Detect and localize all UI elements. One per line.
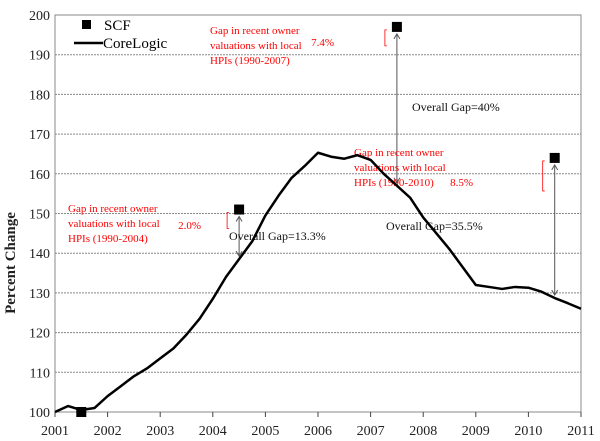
x-tick-label: 2003 <box>146 424 174 439</box>
local-gap-label: Gap in recent owner <box>210 25 300 37</box>
annotations: Gap in recent owner valuations with local… <box>68 25 559 297</box>
local-gap-percent: 8.5% <box>450 177 473 189</box>
series <box>54 21 582 417</box>
x-axis-ticks: 2001 2002 2003 2004 2005 2006 2007 2008 2009 2010… <box>41 412 595 439</box>
legend-scf-marker <box>82 20 91 29</box>
x-tick-label: 2006 <box>304 424 332 439</box>
legend: SCF CoreLogic <box>74 18 167 52</box>
local-gap-label: valuations with local <box>68 218 160 230</box>
local-gap-percent: 2.0% <box>178 220 201 232</box>
local-gap-label: Gap in recent owner <box>354 147 444 159</box>
local-gap-label: valuations with local <box>354 162 446 174</box>
local-gap-percent: 7.4% <box>311 37 334 49</box>
y-axis-label: Percent Change <box>3 212 19 314</box>
local-gap-label: HPIs (1990-2004) <box>68 233 148 245</box>
overall-gap-label: Overall Gap=35.5% <box>386 219 483 233</box>
legend-scf-label: SCF <box>104 18 131 34</box>
arrowhead <box>235 215 243 258</box>
scf-marker <box>76 407 87 417</box>
x-tick-label: 2009 <box>462 424 490 439</box>
x-tick-label: 2011 <box>567 424 594 439</box>
corelogic-line <box>54 151 582 414</box>
y-tick-label: 130 <box>29 287 50 302</box>
x-tick-label: 2005 <box>251 424 279 439</box>
local-gap-bracket <box>384 29 387 47</box>
y-tick-label: 140 <box>29 247 50 262</box>
y-tick-label: 110 <box>30 366 50 381</box>
arrowhead <box>551 163 559 297</box>
local-gap-bracket <box>542 160 545 192</box>
local-gap-label: valuations with local <box>210 40 302 52</box>
scf-marker <box>549 152 560 163</box>
y-tick-label: 150 <box>29 208 50 223</box>
y-tick-label: 190 <box>29 49 50 64</box>
x-tick-label: 2010 <box>514 424 542 439</box>
local-gap-label: Gap in recent owner <box>68 203 158 215</box>
scf-marker <box>391 21 402 32</box>
y-tick-label: 200 <box>29 9 50 24</box>
local-gap-label: HPIs (1990-2007) <box>210 55 290 67</box>
y-axis-ticks: 100 110 120 130 140 150 160 170 180 190 200 <box>29 9 50 421</box>
y-tick-label: 120 <box>29 327 50 342</box>
overall-gap-label: Overall Gap=40% <box>412 100 500 114</box>
x-tick-label: 2004 <box>199 424 227 439</box>
x-tick-label: 2001 <box>41 424 69 439</box>
x-tick-label: 2008 <box>409 424 437 439</box>
x-tick-label: 2007 <box>357 424 385 439</box>
y-tick-label: 100 <box>29 406 50 421</box>
arrowhead <box>393 32 401 184</box>
overall-gap-label: Overall Gap=13.3% <box>229 229 326 243</box>
scf-marker <box>234 204 245 215</box>
legend-corelogic-label: CoreLogic <box>103 36 167 52</box>
local-gap-bracket <box>226 212 230 229</box>
y-tick-label: 180 <box>29 88 50 103</box>
x-tick-label: 2002 <box>94 424 122 439</box>
y-tick-label: 160 <box>29 168 50 183</box>
y-tick-label: 170 <box>29 128 50 143</box>
